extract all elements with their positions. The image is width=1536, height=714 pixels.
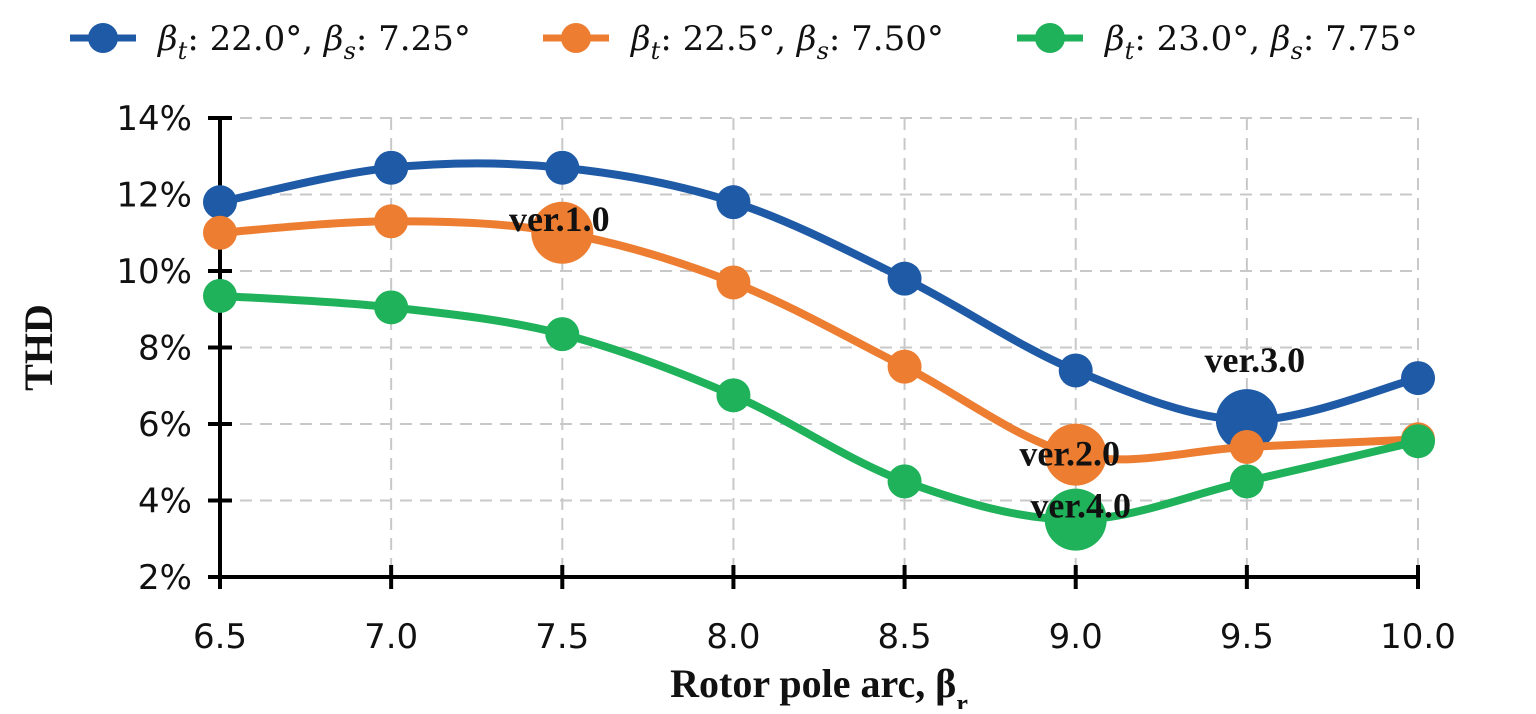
legend-item: βt: 23.0°, βs: 7.75° — [1017, 19, 1418, 65]
data-point — [203, 278, 237, 313]
data-point — [374, 150, 409, 185]
legend-label: βt: 22.5°, βs: 7.50° — [629, 19, 944, 65]
annotation-label: ver.3.0 — [1205, 340, 1306, 380]
series-1 — [203, 150, 1435, 452]
data-point — [716, 378, 751, 413]
data-point — [887, 349, 922, 384]
data-point — [1229, 429, 1264, 464]
legend-item: βt: 22.5°, βs: 7.50° — [543, 19, 944, 65]
y-tick-label: 8% — [138, 329, 192, 369]
legend-item: βt: 22.0°, βs: 7.25° — [70, 19, 471, 65]
annotation-label: ver.2.0 — [1019, 434, 1120, 474]
highlighted-data-point — [1044, 423, 1107, 486]
x-tick-label: 9.5 — [1220, 617, 1274, 657]
x-tick-label: 9.0 — [1049, 617, 1103, 657]
data-point — [545, 150, 580, 185]
data-point — [1229, 464, 1264, 499]
x-tick-label: 7.5 — [535, 617, 589, 657]
x-tick-label: 8.0 — [706, 617, 760, 657]
highlighted-data-point — [531, 201, 594, 264]
data-point — [545, 317, 580, 352]
data-point — [1401, 424, 1435, 459]
y-tick-label: 6% — [138, 405, 192, 445]
data-point — [1058, 353, 1093, 388]
y-tick-label: 14% — [116, 99, 192, 139]
y-axis-title: THD — [16, 304, 61, 391]
x-axis-title: Rotor pole arc, βr — [670, 661, 968, 709]
data-point — [716, 185, 751, 220]
x-tick-label: 7.0 — [364, 617, 418, 657]
series-2 — [203, 201, 1435, 486]
legend-marker — [88, 23, 118, 53]
series-line — [219, 217, 1419, 464]
y-tick-label: 4% — [138, 482, 192, 522]
series-line — [219, 291, 1419, 524]
data-point — [374, 204, 409, 239]
legend-label: βt: 23.0°, βs: 7.75° — [1103, 19, 1418, 65]
highlighted-data-point — [1044, 488, 1107, 551]
x-tick-label: 8.5 — [878, 617, 932, 657]
data-point — [203, 215, 237, 250]
data-point — [716, 265, 751, 300]
annotation-label: ver.4.0 — [1030, 486, 1131, 526]
legend-marker — [1035, 23, 1065, 53]
y-tick-label: 2% — [138, 558, 192, 598]
data-point — [887, 261, 922, 296]
data-point — [887, 464, 922, 499]
y-tick-label: 10% — [116, 252, 192, 292]
legend-label: βt: 22.0°, βs: 7.25° — [156, 19, 471, 65]
legend: βt: 22.0°, βs: 7.25° βt: 22.5°, βs: 7.50°… — [70, 19, 1418, 65]
legend-marker — [561, 23, 591, 53]
data-point — [1401, 361, 1435, 396]
x-tick-label: 10.0 — [1380, 617, 1456, 657]
annotation-label: ver.1.0 — [509, 199, 610, 239]
series-line — [219, 159, 1419, 425]
x-tick-label: 6.5 — [193, 617, 247, 657]
highlighted-data-point — [1215, 389, 1278, 452]
data-point — [203, 185, 237, 220]
y-tick-label: 12% — [116, 176, 192, 216]
data-point — [374, 290, 409, 325]
series-3 — [203, 278, 1435, 551]
